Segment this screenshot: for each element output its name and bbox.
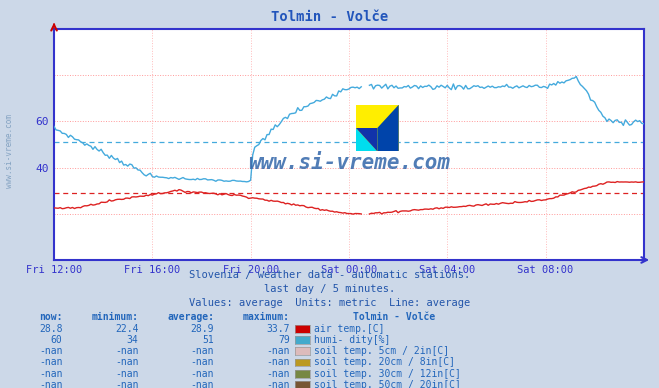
Text: -nan: -nan [39,369,63,379]
Text: 28.8: 28.8 [39,324,63,334]
Text: www.si-vreme.com: www.si-vreme.com [248,153,450,173]
Text: -nan: -nan [115,380,138,388]
Text: -nan: -nan [266,380,290,388]
Text: 79: 79 [278,335,290,345]
Text: air temp.[C]: air temp.[C] [314,324,384,334]
Text: 28.9: 28.9 [190,324,214,334]
Text: -nan: -nan [39,357,63,367]
Text: 60: 60 [51,335,63,345]
Text: -nan: -nan [39,380,63,388]
Text: Values: average  Units: metric  Line: average: Values: average Units: metric Line: aver… [189,298,470,308]
Text: minimum:: minimum: [92,312,138,322]
Text: -nan: -nan [266,369,290,379]
Text: average:: average: [167,312,214,322]
Polygon shape [356,128,378,151]
Text: -nan: -nan [190,369,214,379]
Polygon shape [356,128,378,151]
Text: -nan: -nan [115,357,138,367]
Polygon shape [378,105,399,151]
Text: soil temp. 30cm / 12in[C]: soil temp. 30cm / 12in[C] [314,369,461,379]
Text: -nan: -nan [190,357,214,367]
Text: Tolmin - Volče: Tolmin - Volče [353,312,435,322]
Text: -nan: -nan [266,357,290,367]
Text: 33.7: 33.7 [266,324,290,334]
Text: soil temp. 50cm / 20in[C]: soil temp. 50cm / 20in[C] [314,380,461,388]
Text: -nan: -nan [266,346,290,356]
Text: Slovenia / weather data - automatic stations.: Slovenia / weather data - automatic stat… [189,270,470,280]
Text: Tolmin - Volče: Tolmin - Volče [271,10,388,24]
Text: now:: now: [39,312,63,322]
Text: soil temp. 20cm / 8in[C]: soil temp. 20cm / 8in[C] [314,357,455,367]
Text: 51: 51 [202,335,214,345]
Text: soil temp. 5cm / 2in[C]: soil temp. 5cm / 2in[C] [314,346,449,356]
Text: 22.4: 22.4 [115,324,138,334]
Text: -nan: -nan [190,346,214,356]
Text: humi- dity[%]: humi- dity[%] [314,335,390,345]
Text: 34: 34 [127,335,138,345]
Text: last day / 5 minutes.: last day / 5 minutes. [264,284,395,294]
Text: maximum:: maximum: [243,312,290,322]
Text: www.si-vreme.com: www.si-vreme.com [5,114,14,188]
Text: -nan: -nan [39,346,63,356]
Text: -nan: -nan [190,380,214,388]
Text: -nan: -nan [115,346,138,356]
Text: -nan: -nan [115,369,138,379]
